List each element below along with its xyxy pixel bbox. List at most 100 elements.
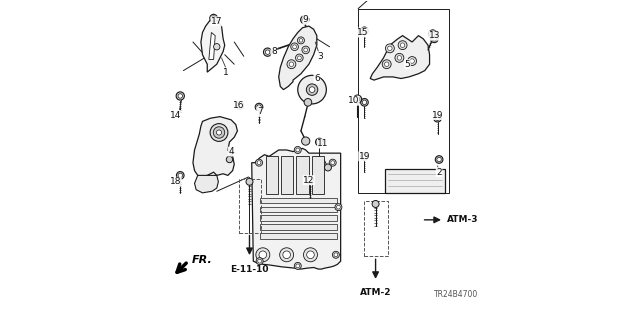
Circle shape: [294, 146, 301, 153]
Circle shape: [256, 248, 270, 262]
Polygon shape: [201, 20, 225, 72]
Circle shape: [298, 56, 301, 60]
Text: 12: 12: [303, 176, 315, 185]
Circle shape: [307, 251, 314, 259]
Text: 2: 2: [436, 168, 442, 177]
Bar: [296, 156, 308, 195]
Circle shape: [395, 53, 404, 62]
Circle shape: [259, 251, 267, 259]
Circle shape: [302, 46, 310, 54]
Circle shape: [353, 95, 362, 103]
Circle shape: [213, 127, 225, 138]
Circle shape: [435, 116, 440, 121]
Circle shape: [296, 54, 303, 62]
Circle shape: [304, 48, 308, 52]
Circle shape: [258, 259, 262, 263]
Circle shape: [304, 99, 312, 106]
Circle shape: [437, 157, 442, 162]
Circle shape: [434, 115, 442, 122]
Circle shape: [256, 258, 263, 265]
Circle shape: [334, 253, 338, 257]
Circle shape: [211, 16, 216, 20]
Circle shape: [299, 39, 303, 42]
Circle shape: [435, 156, 443, 163]
Circle shape: [361, 99, 368, 106]
Text: 19: 19: [358, 152, 370, 161]
Circle shape: [388, 46, 392, 50]
Text: 13: 13: [429, 31, 440, 40]
Bar: [260, 224, 337, 230]
Circle shape: [294, 263, 301, 269]
Circle shape: [362, 29, 367, 33]
Circle shape: [385, 44, 394, 53]
Circle shape: [296, 148, 300, 152]
Circle shape: [216, 130, 221, 135]
Circle shape: [301, 16, 309, 24]
Bar: [260, 233, 337, 239]
Circle shape: [303, 248, 317, 262]
Bar: [260, 206, 337, 212]
Circle shape: [372, 200, 379, 207]
Circle shape: [266, 50, 270, 54]
Circle shape: [177, 172, 184, 179]
Text: FR.: FR.: [191, 255, 212, 264]
Polygon shape: [278, 26, 317, 90]
Circle shape: [210, 14, 218, 22]
Bar: [281, 156, 293, 195]
Polygon shape: [252, 148, 340, 269]
Bar: [260, 197, 337, 203]
Circle shape: [283, 251, 291, 259]
Circle shape: [316, 138, 323, 146]
Circle shape: [337, 205, 340, 209]
Bar: [312, 156, 324, 195]
Circle shape: [429, 30, 437, 38]
Circle shape: [210, 123, 228, 141]
Circle shape: [227, 156, 233, 163]
Polygon shape: [195, 175, 218, 193]
Circle shape: [257, 105, 261, 109]
Text: 10: 10: [348, 96, 359, 105]
Circle shape: [292, 45, 296, 49]
Circle shape: [176, 92, 184, 100]
Circle shape: [385, 62, 389, 66]
Circle shape: [303, 18, 307, 22]
Circle shape: [432, 37, 436, 41]
Circle shape: [255, 159, 262, 166]
Circle shape: [308, 178, 312, 182]
Text: ATM-3: ATM-3: [447, 215, 479, 224]
Text: 18: 18: [170, 177, 181, 186]
Circle shape: [309, 87, 315, 93]
Circle shape: [362, 154, 367, 159]
Bar: [385, 169, 445, 193]
Circle shape: [287, 60, 296, 69]
Text: E-11-10: E-11-10: [230, 264, 269, 274]
Circle shape: [280, 248, 294, 262]
Circle shape: [296, 264, 300, 268]
Circle shape: [178, 94, 182, 98]
Polygon shape: [193, 117, 237, 177]
Text: 5: 5: [404, 60, 410, 69]
Text: 7: 7: [257, 108, 262, 116]
Circle shape: [289, 62, 294, 66]
Circle shape: [408, 56, 417, 65]
Circle shape: [397, 56, 402, 60]
Circle shape: [362, 100, 367, 105]
Circle shape: [257, 161, 261, 165]
Text: 16: 16: [233, 101, 244, 110]
Text: 3: 3: [317, 52, 323, 61]
Circle shape: [361, 152, 368, 160]
Circle shape: [298, 75, 326, 104]
Bar: [260, 215, 337, 221]
Circle shape: [361, 27, 368, 35]
Circle shape: [398, 41, 407, 50]
Circle shape: [298, 37, 305, 44]
Text: 15: 15: [357, 28, 369, 37]
Text: 17: 17: [211, 17, 223, 26]
Circle shape: [335, 204, 342, 211]
Circle shape: [431, 32, 435, 36]
Bar: [239, 179, 261, 233]
Circle shape: [329, 159, 336, 166]
Polygon shape: [370, 36, 429, 80]
Text: 1: 1: [223, 68, 229, 77]
Circle shape: [246, 178, 253, 185]
